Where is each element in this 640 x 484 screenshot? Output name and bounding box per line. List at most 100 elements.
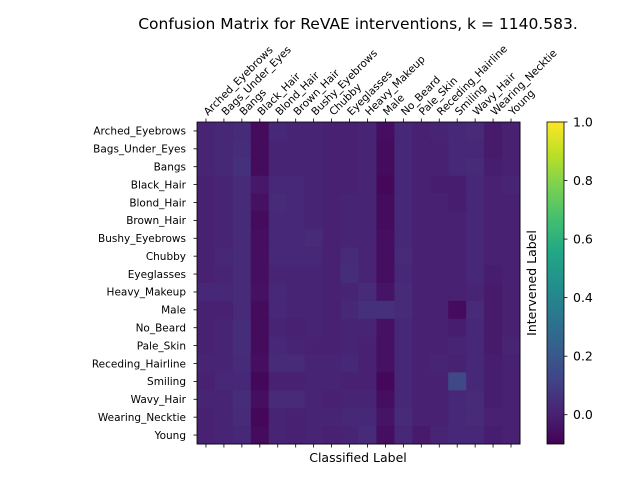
heatmap-cell	[394, 300, 413, 320]
heatmap-cell	[412, 283, 431, 302]
heatmap-cell	[358, 283, 377, 302]
heatmap-cell	[214, 247, 234, 266]
heatmap-cell	[250, 211, 270, 230]
heatmap-cell	[268, 390, 288, 409]
heatmap-cell	[286, 247, 306, 266]
heatmap-cell	[484, 426, 503, 445]
y-tick-label: Bangs	[154, 162, 186, 174]
heatmap-cell	[376, 122, 395, 141]
heatmap-cell	[286, 175, 306, 195]
heatmap-cell	[394, 139, 413, 159]
heatmap-cell	[466, 175, 485, 195]
heatmap-cell	[268, 426, 288, 445]
heatmap-cell	[430, 283, 449, 302]
heatmap-cell	[448, 318, 467, 338]
heatmap-cell	[340, 283, 359, 302]
heatmap-cell	[466, 408, 485, 427]
heatmap-cell	[502, 300, 521, 320]
heatmap-cell	[268, 211, 288, 230]
heatmap-cell	[358, 354, 377, 373]
heatmap-cell	[430, 318, 449, 338]
heatmap-cell	[286, 390, 306, 409]
y-tick-label: Male	[161, 305, 186, 317]
heatmap-cell	[448, 122, 467, 141]
heatmap-cell	[466, 336, 485, 356]
heatmap-cell	[268, 247, 288, 266]
heatmap-cell	[304, 300, 324, 320]
heatmap-cell	[197, 283, 216, 302]
heatmap-cell	[286, 265, 306, 284]
heatmap-cell	[232, 211, 252, 230]
heatmap-cell	[232, 408, 252, 427]
heatmap-cell	[286, 408, 306, 427]
heatmap-cell	[466, 229, 485, 248]
heatmap-cell	[340, 193, 359, 212]
heatmap-cell	[197, 211, 216, 230]
heatmap-cell	[376, 229, 395, 248]
heatmap-cell	[448, 229, 467, 248]
heatmap-cell	[502, 336, 521, 356]
heatmap-cell	[197, 139, 216, 159]
heatmap-cell	[430, 229, 449, 248]
heatmap-cell	[448, 408, 467, 427]
heatmap-cell	[358, 157, 377, 177]
heatmap-cell	[412, 426, 431, 445]
heatmap-cell	[250, 318, 270, 338]
heatmap-cell	[250, 229, 270, 248]
heatmap-cell	[250, 122, 270, 141]
heatmap-cell	[268, 300, 288, 320]
heatmap-cell	[340, 139, 359, 159]
heatmap-cell	[412, 408, 431, 427]
heatmap-cell	[394, 283, 413, 302]
heatmap-cell	[430, 122, 449, 141]
heatmap-cell	[484, 193, 503, 212]
heatmap-cell	[430, 211, 449, 230]
y-tick-label: Smiling	[147, 376, 186, 388]
heatmap-cell	[232, 157, 252, 177]
heatmap-cell	[430, 408, 449, 427]
heatmap-cell	[304, 175, 324, 195]
heatmap-cell	[250, 157, 270, 177]
heatmap-cell	[286, 211, 306, 230]
heatmap-cell	[448, 390, 467, 409]
heatmap-cell	[466, 211, 485, 230]
heatmap-cell	[376, 318, 395, 338]
heatmap-cell	[268, 265, 288, 284]
heatmap-cell	[466, 426, 485, 445]
heatmap-cell	[232, 283, 252, 302]
heatmap-cell	[322, 318, 342, 338]
heatmap-cell	[484, 336, 503, 356]
heatmap-cell	[484, 408, 503, 427]
heatmap-cell	[214, 122, 234, 141]
heatmap-cell	[304, 408, 324, 427]
heatmap-cell	[304, 265, 324, 284]
heatmap-cell	[322, 390, 342, 409]
heatmap-cell	[358, 426, 377, 445]
heatmap-cell	[268, 354, 288, 373]
y-tick-label: No_Beard	[136, 323, 186, 335]
heatmap-cell	[376, 265, 395, 284]
heatmap-cell	[340, 157, 359, 177]
heatmap-cell	[304, 318, 324, 338]
heatmap-cell	[358, 300, 377, 320]
heatmap-cell	[376, 139, 395, 159]
heatmap-cell	[376, 300, 395, 320]
heatmap-cell	[484, 318, 503, 338]
heatmap-cell	[322, 426, 342, 445]
heatmap-cell	[214, 426, 234, 445]
heatmap-cell	[448, 265, 467, 284]
heatmap-cell	[268, 122, 288, 141]
heatmap-cell	[394, 211, 413, 230]
heatmap-cell	[466, 318, 485, 338]
heatmap-cell	[394, 318, 413, 338]
heatmap-cell	[322, 157, 342, 177]
y-tick-label: Wearing_Necktie	[98, 412, 186, 424]
heatmap-cell	[358, 229, 377, 248]
heatmap-cell	[358, 265, 377, 284]
heatmap-cell	[322, 354, 342, 373]
heatmap-cell	[358, 390, 377, 409]
heatmap-cell	[394, 354, 413, 373]
heatmap-cell	[394, 193, 413, 212]
heatmap-cell	[214, 300, 234, 320]
heatmap-cell	[466, 247, 485, 266]
